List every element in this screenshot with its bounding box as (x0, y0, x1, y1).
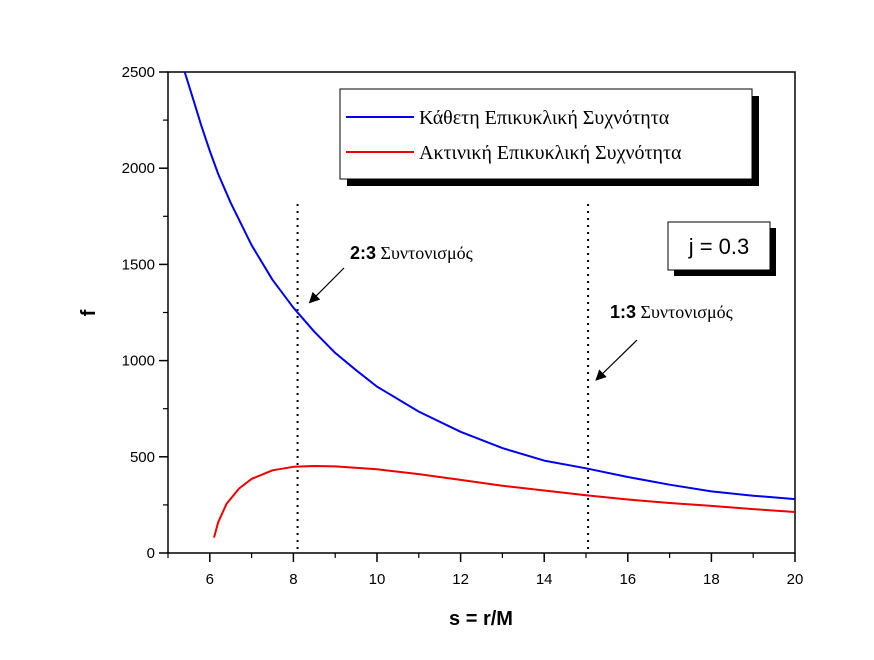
annotation-ratio-1: 1:3 (610, 302, 636, 322)
x-tick-label-2: 10 (369, 571, 386, 588)
x-tick-label-5: 16 (619, 571, 636, 588)
x-tick-label-3: 12 (452, 571, 469, 588)
annotation-arrow-1 (595, 339, 638, 381)
series-line-1 (213, 465, 796, 538)
annotation-label-1: 1:3 Συντονισμός (610, 302, 733, 322)
series-line-0 (183, 71, 796, 501)
legend: Κάθετη Επικυκλική Συχνότητα Ακτινική Επι… (339, 88, 759, 186)
parameter-box-frame (667, 221, 771, 271)
annotation-text-1: Συντονισμός (636, 302, 733, 322)
y-tick-label-1: 500 (130, 449, 155, 466)
y-tick-label-5: 2500 (122, 64, 155, 81)
y-tick-label-2: 1000 (122, 353, 155, 370)
x-tick-label-1: 8 (289, 571, 297, 588)
x-tick-label-4: 14 (536, 571, 553, 588)
legend-box (339, 88, 753, 180)
axis-ticks: 6 8 10 12 14 16 18 20 0 500 1000 1500 2000 2500 (122, 64, 804, 588)
y-tick-label-3: 1500 (122, 256, 155, 273)
x-tick-label-7: 20 (787, 571, 804, 588)
y-axis-title: f (78, 309, 100, 316)
parameter-box: j = 0.3 (667, 221, 776, 276)
y-tick-label-0: 0 (147, 545, 155, 562)
x-axis-title: s = r/M (449, 608, 513, 630)
parameter-label: j = 0.3 (688, 234, 750, 259)
annotation-text-0: Συντονισμός (376, 243, 473, 263)
data-series (183, 71, 796, 538)
legend-label-radial: Ακτινική Επικυκλική Συχνότητα (419, 142, 682, 164)
y-tick-label-4: 2000 (122, 160, 155, 177)
legend-label-vertical: Κάθετη Επικυκλική Συχνότητα (419, 107, 670, 129)
annotation-label-0: 2:3 Συντονισμός (350, 243, 473, 263)
annotation-arrow-0 (308, 267, 345, 304)
x-tick-label-0: 6 (206, 571, 214, 588)
annotation-ratio-0: 2:3 (350, 243, 376, 263)
x-tick-label-6: 18 (703, 571, 720, 588)
